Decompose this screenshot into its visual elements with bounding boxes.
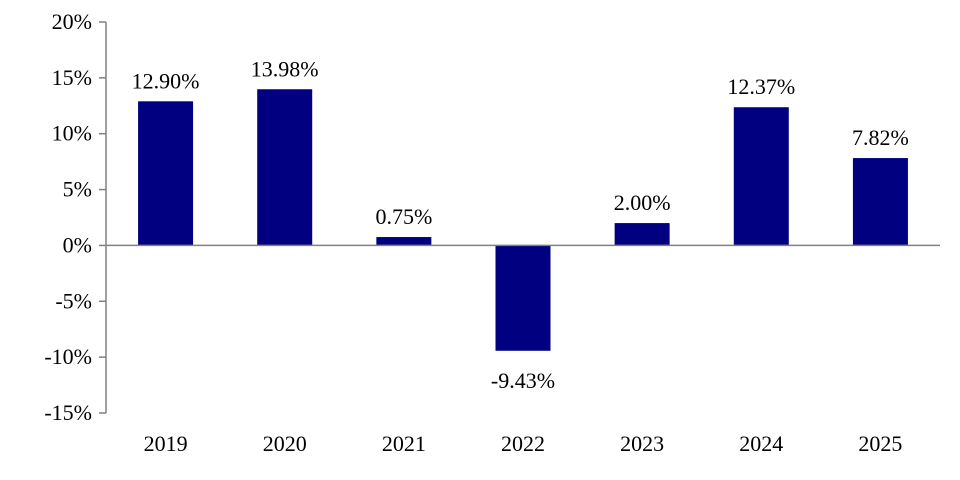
y-tick-label: -15% [44,400,92,425]
x-axis-labels: 2019 2020 2021 2022 2023 2024 2025 [144,431,903,456]
y-tick-label: 20% [52,9,92,34]
x-tick-label: 2024 [739,431,783,456]
data-label-2024: 12.37% [727,74,795,99]
y-tick-label: -5% [55,288,92,313]
y-tick-label: 15% [52,65,92,90]
bar-2025 [852,158,908,246]
data-label-2025: 7.82% [852,125,909,150]
data-label-2022: -9.43% [491,368,555,393]
data-label-2020: 13.98% [251,56,319,81]
bar-2019 [138,101,194,246]
x-tick-label: 2025 [858,431,902,456]
data-label-2021: 0.75% [375,204,432,229]
y-tick-label: 10% [52,121,92,146]
bar-2020 [257,89,313,246]
x-tick-label: 2020 [263,431,307,456]
bar-2022 [495,245,551,351]
x-tick-label: 2019 [144,431,188,456]
x-tick-label: 2022 [501,431,545,456]
y-tick-label: 0% [63,232,92,257]
y-axis: 20% 15% 10% 5% 0% -5% -10% -15% [44,9,107,425]
data-labels: 12.90% 13.98% 0.75% -9.43% 2.00% 12.37% 7.82% [132,56,909,393]
data-label-2019: 12.90% [132,68,200,93]
x-tick-label: 2021 [382,431,426,456]
bar-2023 [614,223,670,246]
y-tick-label: -10% [44,344,92,369]
bar-2024 [733,107,789,246]
x-tick-label: 2023 [620,431,664,456]
bar-2021 [376,237,432,246]
y-tick-label: 5% [63,177,92,202]
bars [138,89,908,351]
data-label-2023: 2.00% [614,190,671,215]
